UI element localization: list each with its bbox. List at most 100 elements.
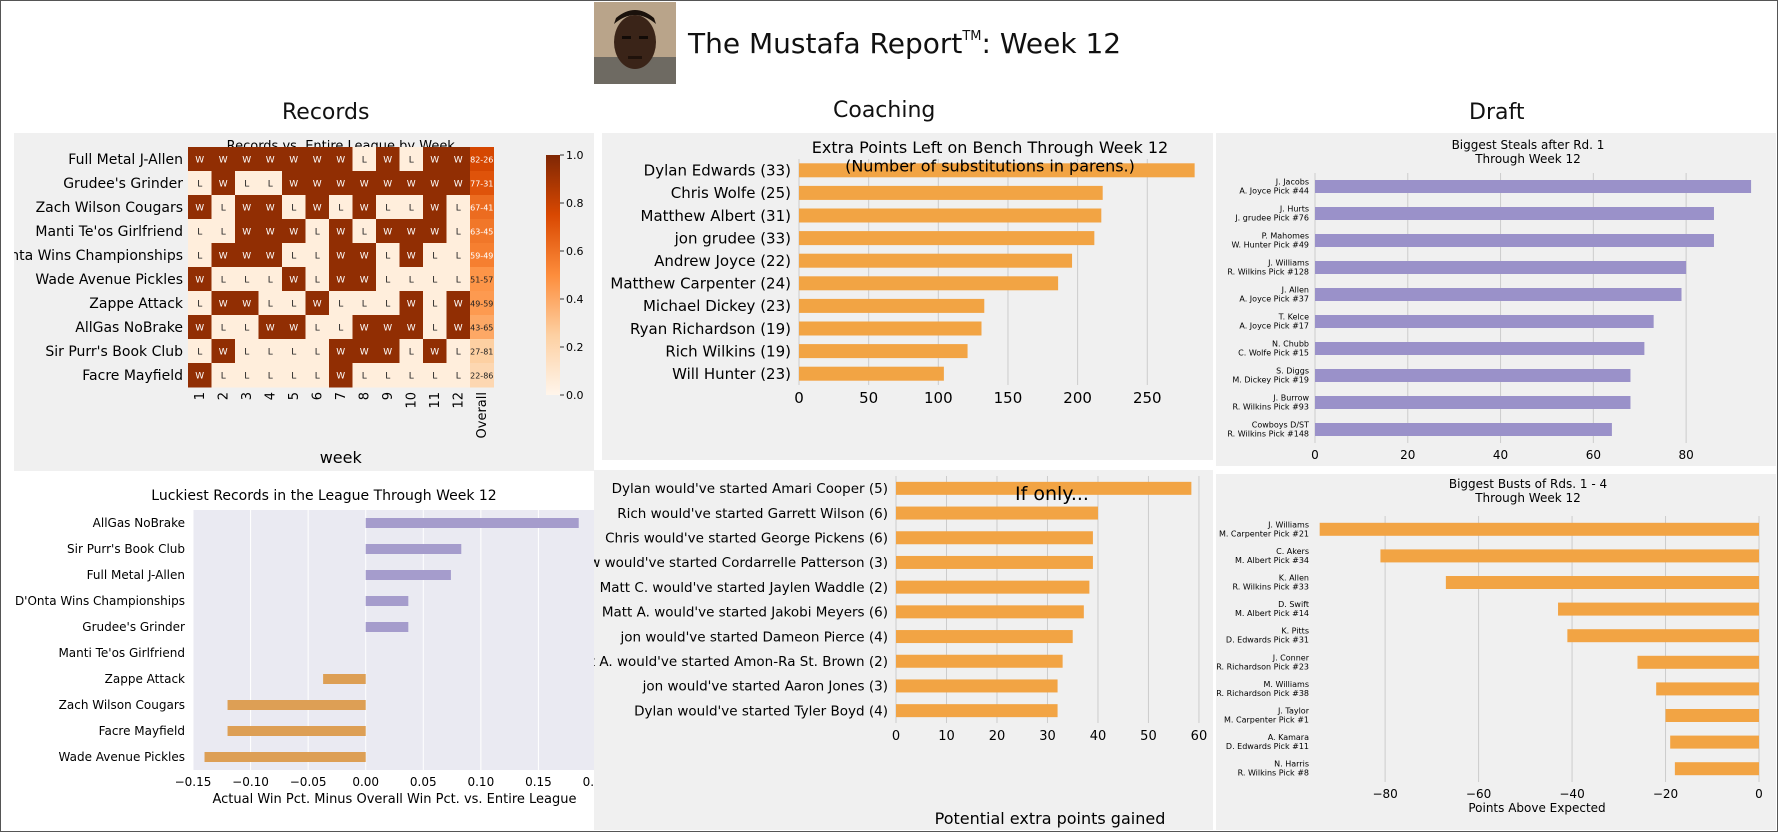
ifonly-tick-label: 20 <box>989 729 1006 744</box>
heatmap-cell <box>423 315 447 340</box>
busts-bar <box>1637 655 1759 669</box>
heatmap-cell-label: W <box>289 228 298 238</box>
heatmap-cell <box>470 243 494 268</box>
heatmap-cell <box>211 291 236 316</box>
heatmap-cell-label: L <box>244 324 249 334</box>
heatmap-cell <box>352 291 377 316</box>
busts-bar <box>1674 762 1759 776</box>
busts-category-sublabel: R. Wilkins Pick #8 <box>1238 769 1309 778</box>
heatmap-cell-label: W <box>242 204 251 214</box>
heatmap-cell-label: W <box>219 300 228 310</box>
busts-category-label: J. Williams <box>1267 520 1309 529</box>
steals-category-label: Cowboys D/ST <box>1252 421 1309 430</box>
records-row-label: Facre Mayfield <box>82 368 183 384</box>
heatmap-cell-label: 59-49 <box>470 252 493 261</box>
heatmap-cell <box>399 195 424 220</box>
busts-category-sublabel: D. Edwards Pick #11 <box>1226 742 1309 751</box>
heatmap-cell <box>376 219 400 244</box>
heatmap-cell-label: W <box>195 204 204 214</box>
heatmap-cell <box>329 171 353 196</box>
bench-category-label: Matthew Albert (31) <box>641 207 791 225</box>
bench-bar <box>799 231 1095 246</box>
heatmap-cell <box>376 363 400 388</box>
heatmap-cell <box>235 243 259 268</box>
heatmap-cell-label: L <box>291 372 296 382</box>
steals-bar <box>1315 315 1654 328</box>
bench-bar <box>799 185 1103 200</box>
heatmap-cell <box>188 147 212 172</box>
bench-category-label: jon grudee (33) <box>674 229 791 247</box>
heatmap-cell <box>211 171 236 196</box>
ifonly-bar <box>896 630 1073 644</box>
luck-category-label: Zach Wilson Cougars <box>59 698 185 712</box>
records-column-label: 8 <box>357 392 372 400</box>
heatmap-cell-label: L <box>385 276 390 286</box>
heatmap-cell <box>211 243 236 268</box>
records-section-title: Records <box>282 100 370 125</box>
steals-panel: 0 20 40 60 80 J. Jacobs A. Joyce Pick #44 J. Hu… <box>1216 133 1776 466</box>
heatmap-cell-label: L <box>409 156 414 166</box>
heatmap-cell-label: L <box>456 372 461 382</box>
busts-bar <box>1665 709 1759 722</box>
busts-category-label: K. Allen <box>1279 574 1309 583</box>
bench-bar <box>799 253 1073 268</box>
bench-tick-label: 250 <box>1133 389 1162 407</box>
heatmap-cell-label: L <box>268 348 273 358</box>
heatmap-cell-label: W <box>360 204 369 214</box>
steals-category-sublabel: R. Wilkins Pick #128 <box>1227 268 1309 277</box>
heatmap-cell-label: W <box>360 276 369 286</box>
heatmap-cell-label: W <box>242 228 251 238</box>
heatmap-cell <box>211 339 236 364</box>
heatmap-cell-label: W <box>242 300 251 310</box>
heatmap-cell <box>235 171 259 196</box>
luck-category-label: D'Onta Wins Championships <box>15 594 185 608</box>
heatmap-cell <box>211 195 236 220</box>
heatmap-cell-label: L <box>409 348 414 358</box>
steals-category-label: P. Mahomes <box>1262 232 1309 241</box>
heatmap-cell <box>446 267 471 292</box>
heatmap-cell <box>258 315 283 340</box>
heatmap-cell <box>211 219 236 244</box>
heatmap-cell <box>235 195 259 220</box>
luck-bar <box>365 570 451 580</box>
steals-tick-label: 60 <box>1586 448 1601 462</box>
ifonly-bar <box>896 531 1093 545</box>
steals-bar <box>1315 369 1631 382</box>
heatmap-cell-label: L <box>291 252 296 262</box>
heatmap-cell-label: L <box>432 324 437 334</box>
heatmap-cell <box>446 315 471 340</box>
records-column-label: 11 <box>428 392 443 409</box>
colorbar-tick-label: 0.4 <box>566 293 584 306</box>
heatmap-cell <box>235 267 259 292</box>
ifonly-category-label: Matt C. would've started Jaylen Waddle (… <box>600 580 888 596</box>
ifonly-tick-label: 10 <box>938 729 955 744</box>
heatmap-cell <box>282 171 306 196</box>
heatmap-cell <box>329 147 353 172</box>
heatmap-cell <box>352 267 377 292</box>
bench-bar <box>799 276 1059 291</box>
heatmap-cell-label: W <box>313 300 322 310</box>
records-column-label: 5 <box>287 392 302 400</box>
ifonly-category-label: Matt A. would've started Jakobi Meyers (… <box>602 605 888 621</box>
heatmap-cell-label: L <box>244 348 249 358</box>
heatmap-cell-label: W <box>219 252 228 262</box>
bench-category-label: Chris Wolfe (25) <box>671 184 791 202</box>
heatmap-cell-label: W <box>266 324 275 334</box>
records-row-label: Zach Wilson Cougars <box>36 200 183 216</box>
heatmap-cell-label: 43-65 <box>470 324 493 333</box>
steals-bar <box>1315 234 1714 247</box>
steals-category-label: J. Jacobs <box>1275 178 1309 187</box>
heatmap-cell-label: W <box>289 276 298 286</box>
heatmap-cell <box>423 243 447 268</box>
busts-tick-label: −80 <box>1372 787 1397 801</box>
heatmap-cell <box>329 243 353 268</box>
title-suffix: : Week 12 <box>981 26 1122 60</box>
heatmap-cell-label: L <box>268 300 273 310</box>
heatmap-cell <box>258 363 283 388</box>
bench-bar <box>799 344 968 359</box>
heatmap-cell-label: L <box>197 252 202 262</box>
heatmap-cell <box>399 291 424 316</box>
heatmap-cell-label: W <box>242 252 251 262</box>
heatmap-cell-label: W <box>407 252 416 262</box>
